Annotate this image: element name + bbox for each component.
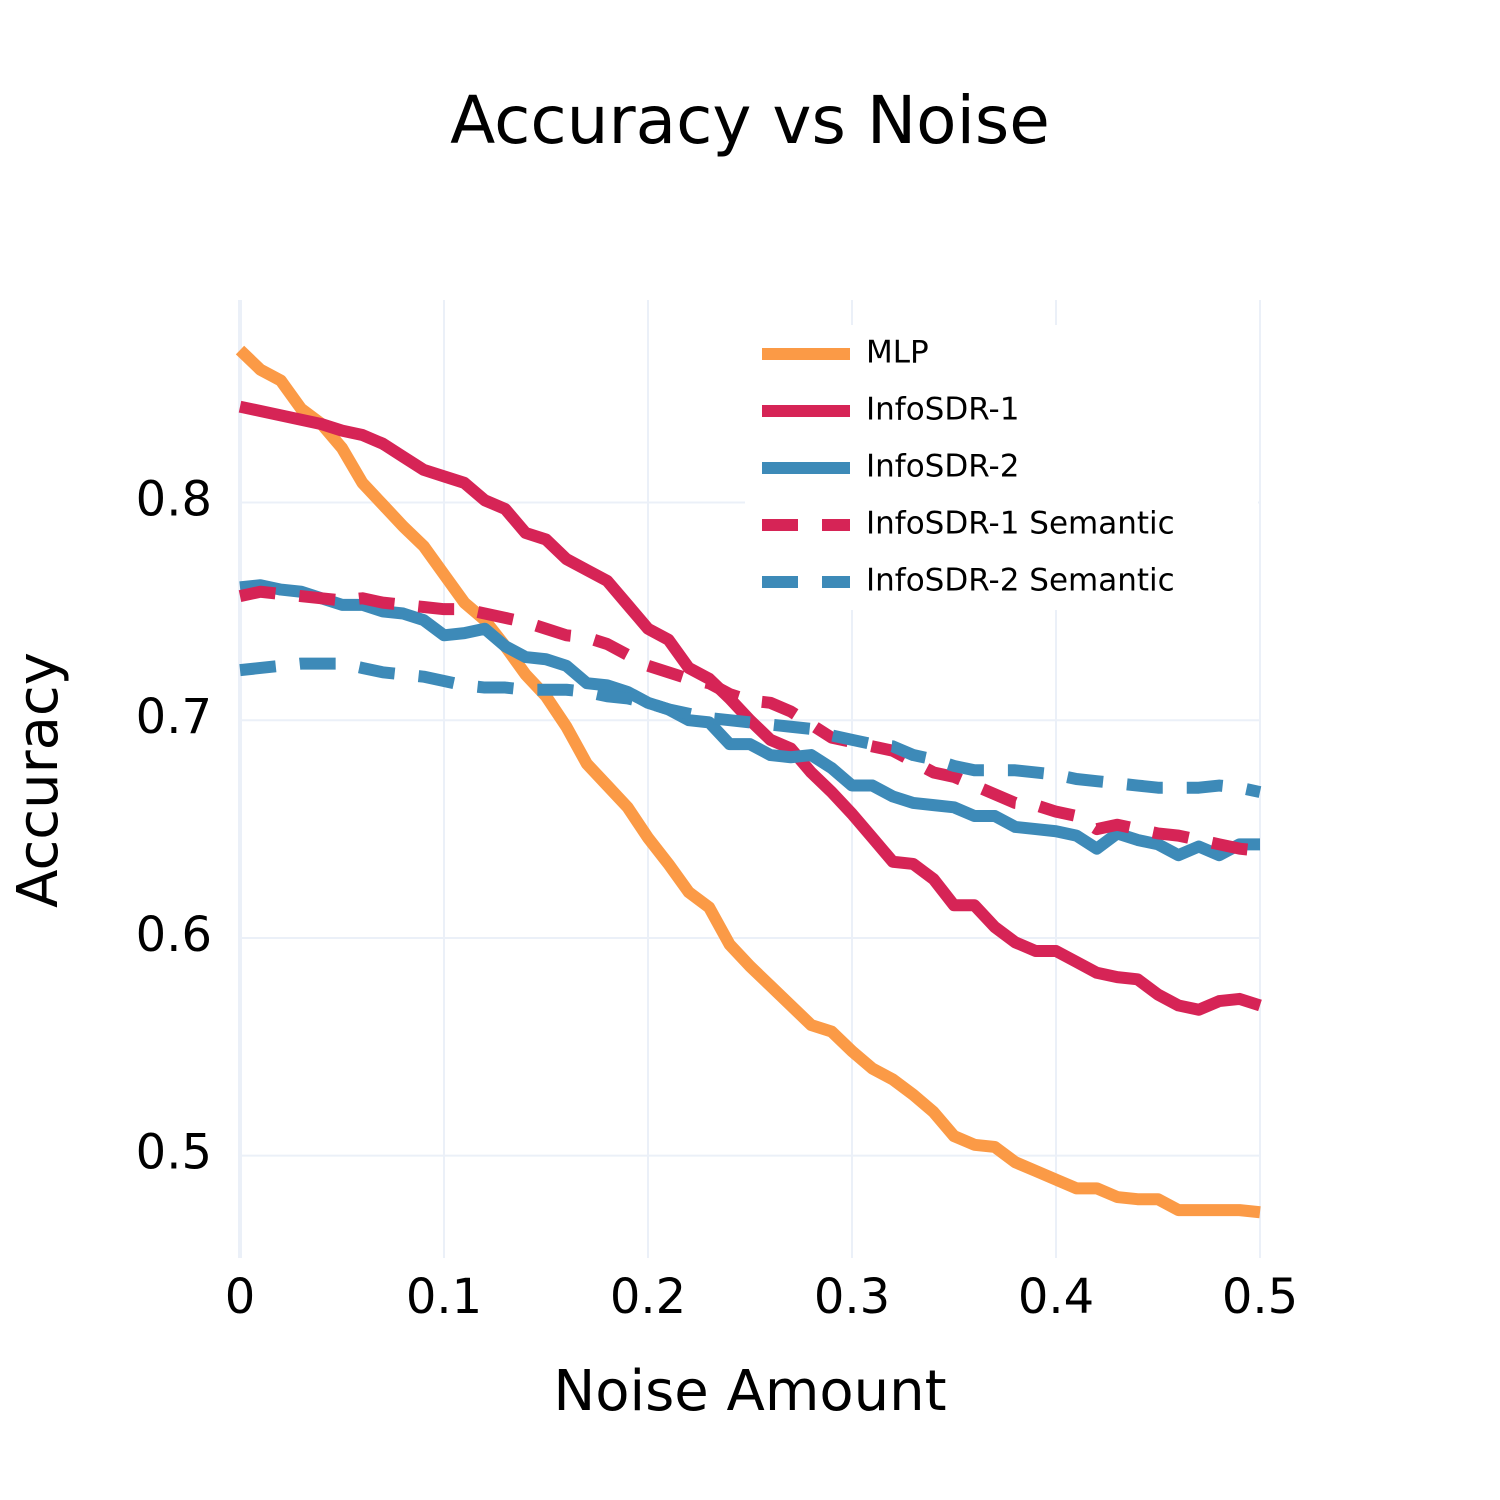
y-tick-label: 0.7	[136, 689, 212, 745]
x-tick-label: 0.3	[814, 1269, 890, 1325]
y-tick-label: 0.6	[136, 907, 212, 963]
series-line	[239, 579, 1260, 862]
y-tick-label: 0.8	[136, 471, 212, 527]
series-line	[239, 657, 1262, 798]
y-axis-label: Accuracy	[6, 652, 71, 908]
legend-label: InfoSDR-1 Semantic	[866, 506, 1175, 542]
legend-label: InfoSDR-2	[866, 449, 1019, 485]
x-tick-label: 0.2	[610, 1269, 686, 1325]
x-tick-label: 0	[225, 1269, 256, 1325]
x-tick-label: 0.1	[406, 1269, 482, 1325]
chart-title: Accuracy vs Noise	[450, 82, 1050, 159]
x-tick-label: 0.4	[1018, 1269, 1094, 1325]
x-tick-label: 0.5	[1222, 1269, 1298, 1325]
legend-label: MLP	[866, 335, 929, 371]
legend-label: InfoSDR-2 Semantic	[866, 563, 1175, 599]
series-line	[235, 345, 1261, 1219]
y-tick-label: 0.5	[136, 1125, 212, 1181]
legend-label: InfoSDR-1	[866, 392, 1019, 428]
x-axis-label: Noise Amount	[553, 1359, 946, 1424]
